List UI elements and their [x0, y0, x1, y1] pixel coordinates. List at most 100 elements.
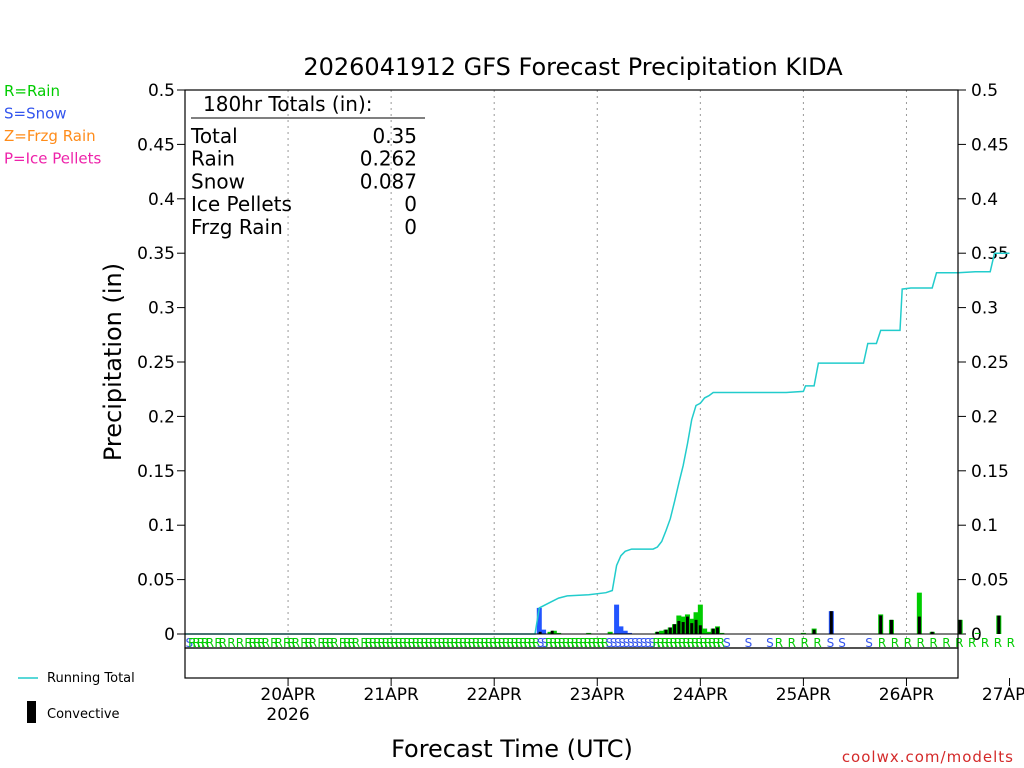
ptype-letter: R	[532, 636, 540, 650]
ptype-letter: R	[916, 636, 924, 650]
precip-bar-snow	[536, 607, 542, 634]
convective-bar	[958, 619, 962, 634]
y-tick-label-right: 0.05	[971, 571, 1009, 591]
ptype-legend-item: S=Snow	[4, 105, 67, 123]
precip-bar-snow	[541, 629, 547, 634]
ptype-letter: R	[192, 636, 200, 650]
totals-row-value: 0	[404, 215, 417, 239]
ptype-letter: R	[429, 636, 437, 650]
ptype-letter: R	[891, 636, 899, 650]
convective-bar	[655, 631, 659, 634]
ptype-letter: S	[766, 636, 774, 650]
ptype-letter: S	[723, 636, 731, 650]
y-tick-label-left: 0.1	[148, 516, 175, 536]
ptype-legend-item: P=Ice Pellets	[4, 150, 101, 168]
ptype-letter: R	[412, 636, 420, 650]
y-tick-label-left: 0.45	[137, 135, 175, 155]
precip-bar-snow	[626, 632, 632, 634]
ptype-letter: R	[472, 636, 480, 650]
totals-heading: 180hr Totals (in):	[203, 92, 373, 116]
ptype-letter: R	[592, 636, 600, 650]
ptype-letter: R	[717, 636, 725, 650]
y-tick-label-right: 0.1	[971, 516, 998, 536]
ptype-letter: R	[257, 636, 265, 650]
ptype-letter: R	[369, 636, 377, 650]
convective-bar	[930, 631, 934, 634]
ptype-letter: R	[601, 636, 609, 650]
precip-bar-rain	[916, 592, 922, 634]
ptype-letter: R	[274, 636, 282, 650]
y-tick-label-right: 0.2	[971, 407, 998, 427]
y-tick-label-left: 0.15	[137, 462, 175, 482]
precip-bar-rain	[800, 632, 806, 634]
y-tick-label-left: 0.35	[137, 244, 175, 264]
x-tick-sublabel: 2026	[266, 705, 309, 725]
ptype-letter: R	[373, 636, 381, 650]
ptype-letter: R	[326, 636, 334, 650]
precip-bar-rain	[659, 630, 665, 634]
ptype-letter: R	[597, 636, 605, 650]
y-tick-label-left: 0.4	[148, 190, 175, 210]
ptype-letter: R	[459, 636, 467, 650]
credit-link[interactable]: coolwx.com/modelts	[842, 748, 1014, 766]
x-tick-label: 24APR	[673, 685, 729, 705]
y-tick-label-right: 0.25	[971, 353, 1009, 373]
ptype-letter: R	[270, 636, 278, 650]
ptype-letter: R	[463, 636, 471, 650]
ptype-letter: R	[665, 636, 673, 650]
ptype-letter: R	[416, 636, 424, 650]
x-axis-label: Forecast Time (UTC)	[391, 735, 633, 763]
ptype-letter: R	[386, 636, 394, 650]
ptype-legend-item: Z=Frzg Rain	[4, 127, 96, 145]
ptype-letter: R	[399, 636, 407, 650]
convective-bar	[681, 622, 685, 634]
ptype-letter: R	[575, 636, 583, 650]
precip-bar-rain	[556, 632, 562, 634]
totals-row-value: 0.087	[360, 169, 417, 193]
ptype-letter: R	[678, 636, 686, 650]
ptype-letter: R	[813, 636, 821, 650]
ptype-letter: S	[636, 636, 644, 650]
y-ticks-left: 0 0.05 0.1 0.15 0.2 0.25 0.3 0.35 0.4 0.45 0.5	[137, 81, 185, 645]
running-total-legend-label: Running Total	[47, 671, 135, 686]
totals-row-value: 0.262	[360, 147, 417, 171]
convective-bar	[917, 616, 921, 634]
ptype-letter: R	[292, 636, 300, 650]
ptype-letter: R	[700, 636, 708, 650]
ptype-letter: R	[446, 636, 454, 650]
precip-bar-rain	[551, 630, 557, 634]
ptype-letter: R	[528, 636, 536, 650]
ptype-letter: S	[185, 636, 193, 650]
ptype-letter: R	[309, 636, 317, 650]
convective-bar	[668, 627, 672, 634]
convective-legend-label: Convective	[47, 707, 120, 722]
ptype-letter: R	[558, 636, 566, 650]
y-tick-label-right: 0	[971, 625, 982, 645]
precip-bar-rain	[697, 604, 703, 634]
y-tick-label-right: 0.5	[971, 81, 998, 101]
convective-bar	[685, 616, 689, 634]
x-tick-label: 25APR	[776, 685, 832, 705]
ptype-letter: R	[476, 636, 484, 650]
ptype-letter: S	[618, 636, 626, 650]
ptype-letter: R	[674, 636, 682, 650]
ptype-letter: R	[708, 636, 716, 650]
y-ticks-right: 0 0.05 0.1 0.15 0.2 0.25 0.3 0.35 0.4 0.45 0.5	[958, 81, 1009, 645]
ptype-letter: R	[365, 636, 373, 650]
y-tick-label-left: 0.2	[148, 407, 175, 427]
totals-box: 180hr Totals (in): Total 0.35 Rain 0.262 Sno…	[190, 92, 425, 239]
ptype-letter: R	[942, 636, 950, 650]
ptype-letter: R	[390, 636, 398, 650]
ptype-letter: S	[614, 636, 622, 650]
ptype-letter: R	[322, 636, 330, 650]
ptype-letter: R	[584, 636, 592, 650]
ptype-letter: R	[433, 636, 441, 650]
precip-bar-rain	[719, 632, 725, 634]
precip-bar-snow	[614, 604, 620, 634]
ptype-letter: R	[481, 636, 489, 650]
y-tick-label-left: 0.5	[148, 81, 175, 101]
convective-bar	[812, 629, 816, 634]
